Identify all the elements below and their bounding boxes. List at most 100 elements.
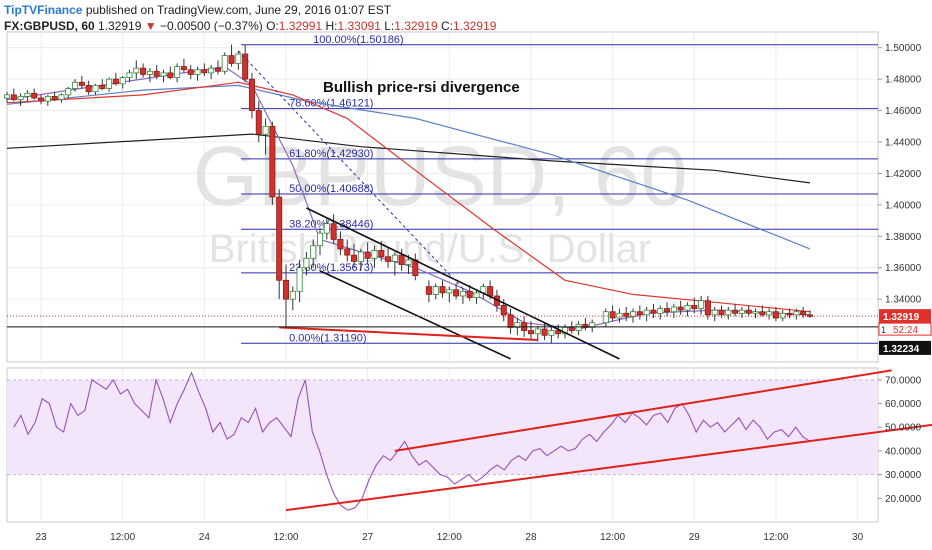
price-tick-label: 1.42000	[885, 169, 922, 180]
bearish-candle	[487, 286, 494, 297]
bearish-candle	[527, 330, 534, 335]
bearish-candle	[772, 311, 779, 319]
rsi-tick-label: 50.0000	[885, 423, 922, 434]
bullish-candle	[514, 322, 521, 328]
rsi-tick-label: 40.0000	[885, 446, 922, 457]
price-tick-label: 1.44000	[885, 138, 922, 149]
bullish-candle	[589, 322, 596, 328]
bullish-candle	[221, 55, 228, 72]
x-tick-label: 12:00	[273, 532, 298, 543]
rsi-tick-label: 30.0000	[885, 470, 922, 481]
bearish-candle	[453, 289, 460, 297]
bullish-candle	[630, 311, 637, 317]
bullish-candle	[575, 323, 582, 331]
price-tick-label: 1.40000	[885, 200, 922, 211]
bearish-candle	[650, 309, 657, 314]
bullish-candle	[24, 92, 31, 97]
open-label: O:	[266, 19, 279, 33]
bearish-candle	[786, 312, 793, 316]
bearish-candle	[180, 66, 187, 71]
bullish-candle	[235, 53, 242, 64]
bullish-candle	[194, 69, 201, 75]
bullish-candle	[58, 94, 65, 100]
fibonacci-retracement[interactable]: 100.00%(1.50186) 78.60%(1.46121) 61.80%(1.…	[241, 34, 878, 345]
x-tick-label: 12:00	[600, 532, 625, 543]
fib-level-label: 78.60%(1.46121)	[289, 98, 373, 110]
close-label: C:	[440, 19, 453, 33]
price-tick-label: 1.50000	[885, 43, 922, 54]
level-badge	[879, 340, 931, 355]
bullish-candle	[391, 254, 398, 262]
bearish-candle	[330, 223, 337, 240]
bullish-candle	[779, 312, 786, 319]
fib-level-label: 100.00%(1.50186)	[313, 34, 404, 46]
bullish-candle	[296, 267, 303, 292]
bullish-candle	[602, 311, 609, 324]
price-lower-low-line	[279, 326, 538, 341]
bearish-candle	[269, 125, 276, 198]
symbol-label: FX:GBPUSD, 60	[4, 19, 95, 33]
bearish-candle	[385, 256, 392, 262]
bearish-candle	[51, 96, 58, 100]
bearish-candle	[609, 311, 616, 319]
bullish-candle	[303, 257, 310, 269]
bullish-candle	[752, 311, 759, 314]
bearish-candle	[691, 305, 698, 309]
bearish-candle	[351, 254, 358, 262]
bearish-candle	[167, 72, 174, 78]
bullish-candle	[459, 290, 466, 297]
bullish-candle	[473, 292, 480, 298]
price-tick-label: 1.36000	[885, 263, 922, 274]
divergence-annotation[interactable]: Bullish price-rsi divergence	[323, 79, 520, 96]
x-tick-label: 23	[35, 532, 47, 543]
downtrend-channel-lower	[319, 270, 511, 360]
bullish-candle	[208, 67, 215, 74]
last-price-marker: 1	[881, 325, 886, 335]
bullish-candle	[725, 309, 732, 316]
bullish-candle	[44, 96, 51, 102]
rsi-line	[13, 371, 811, 511]
bearish-candle	[242, 53, 249, 80]
bearish-candle	[276, 196, 283, 281]
bullish-candle	[174, 66, 181, 78]
close-value: 1.32919	[452, 19, 497, 33]
bearish-candle	[677, 306, 684, 311]
bearish-candle	[800, 311, 807, 316]
bullish-candle	[119, 77, 126, 85]
bearish-candle	[153, 70, 160, 77]
price-tick-label: 1.46000	[885, 106, 922, 117]
last-price-badge-label: 1.32919	[883, 312, 920, 323]
fib-level-label: 0.00%(1.31190)	[289, 332, 366, 344]
bearish-candle	[187, 69, 194, 75]
bullish-candle	[793, 311, 800, 316]
x-tick-label: 30	[852, 532, 864, 543]
bullish-candle	[106, 78, 113, 89]
bullish-candle	[289, 290, 296, 300]
bullish-candle	[643, 309, 650, 316]
fib-level-label: 23.60%(1.35673)	[289, 262, 373, 274]
last-price-badge	[879, 309, 931, 324]
bullish-candle	[133, 67, 140, 74]
publisher-name[interactable]: TipTVFinance	[4, 3, 83, 17]
bearish-candle	[85, 85, 92, 93]
bearish-candle	[732, 309, 739, 314]
bullish-candle	[146, 70, 153, 75]
bullish-candle	[684, 305, 691, 311]
axes: 23 12:00 24 12:00 27 12:00 28 12:00 29 12:00 30 1.5…	[7, 43, 932, 543]
level-badge-label: 1.32234	[883, 344, 920, 355]
x-tick-label: 28	[525, 532, 537, 543]
bullish-candle	[711, 309, 718, 316]
countdown-badge	[878, 322, 932, 336]
bearish-candle	[38, 97, 45, 102]
bearish-candle	[582, 323, 589, 328]
candlestick-series	[4, 44, 813, 344]
bullish-candle	[323, 223, 330, 234]
bullish-candle	[738, 309, 745, 314]
x-tick-label: 27	[362, 532, 374, 543]
bullish-candle	[371, 250, 378, 259]
bearish-candle	[806, 314, 813, 317]
trend-lines[interactable]	[237, 50, 620, 360]
bearish-candle	[759, 311, 766, 316]
bullish-candle	[670, 306, 677, 313]
